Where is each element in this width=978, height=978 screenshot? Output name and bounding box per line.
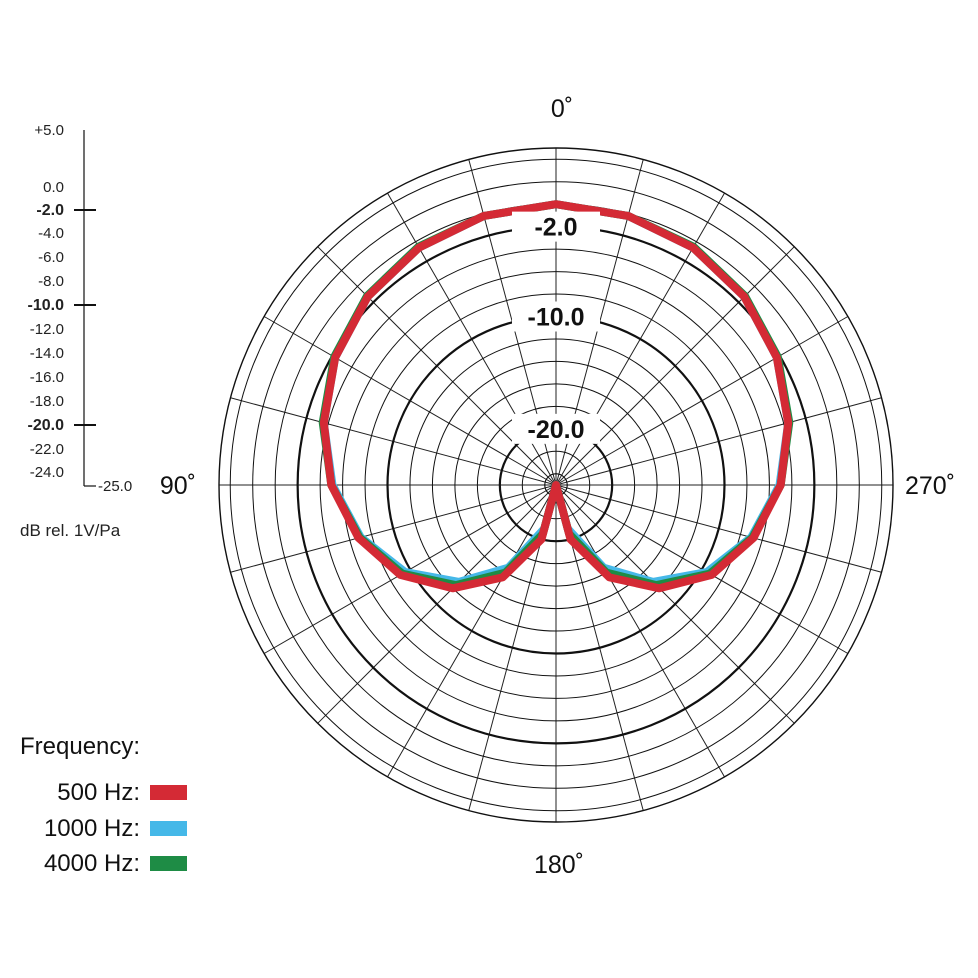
series-layer	[318, 200, 794, 593]
scale-tick-label: -14.0	[30, 345, 64, 362]
scale-tick-label: -12.0	[30, 321, 64, 338]
scale-tick-label: -16.0	[30, 369, 64, 386]
scale-tick-label: -2.0	[36, 202, 64, 219]
legend-title: Frequency:	[20, 733, 140, 760]
grid-ring	[252, 181, 860, 789]
grid-ring	[431, 360, 681, 610]
scale-tick-label: -25.0	[98, 478, 132, 495]
scale-tick-label: -22.0	[30, 441, 64, 458]
scale-tick-label: -24.0	[30, 464, 64, 481]
grid-ring	[342, 271, 770, 699]
scale-tick-label: -8.0	[38, 273, 64, 290]
series-line-0	[319, 200, 793, 593]
scale-tick-label: -18.0	[30, 393, 64, 410]
db-scale: +5.0 0.0 -2.0 -4.0 -6.0 -8.0 -10.0 -12.0 -14.0 -1…	[20, 122, 132, 540]
legend-label: 4000 Hz:	[44, 850, 140, 877]
grid-ring-outer	[218, 147, 894, 823]
angle-label: 0˚	[551, 95, 573, 123]
ring-label-bg	[512, 301, 600, 332]
angle-label: 180˚	[534, 851, 584, 879]
grid-ring	[319, 248, 793, 722]
grid-ring	[476, 405, 636, 565]
angle-label: 270˚	[905, 472, 955, 500]
ring-labels: -2.0 -10.0 -20.0	[512, 211, 600, 444]
scale-tick-label: -4.0	[38, 225, 64, 242]
grid-ring	[454, 383, 658, 587]
scale-tick-label: -20.0	[28, 417, 65, 434]
ring-label-bg	[512, 211, 600, 242]
angle-labels: 0˚ 90˚ 180˚ 270˚	[160, 95, 955, 879]
scale-tick-label: -10.0	[28, 297, 65, 314]
grid-ring	[364, 293, 748, 677]
ring-label: -20.0	[528, 416, 585, 444]
grid-ring	[229, 158, 883, 812]
ring-label: -2.0	[534, 214, 577, 242]
legend-label: 1000 Hz:	[44, 815, 140, 842]
grid-ring	[409, 338, 703, 632]
legend-label: 500 Hz:	[57, 779, 140, 806]
angle-label: 90˚	[160, 472, 196, 500]
ring-label: -10.0	[528, 304, 585, 332]
scale-tick-label: 0.0	[43, 179, 64, 196]
legend: Frequency: 500 Hz: 1000 Hz: 4000 Hz:	[20, 733, 187, 877]
scale-tick-label: +5.0	[34, 122, 64, 139]
legend-swatch	[150, 856, 187, 871]
legend-swatch	[150, 785, 187, 800]
scale-unit-label: dB rel. 1V/Pa	[20, 521, 121, 540]
scale-tick-label: -6.0	[38, 249, 64, 266]
ring-label-bg	[512, 413, 600, 444]
legend-swatch	[150, 821, 187, 836]
grid-ring	[521, 450, 591, 520]
